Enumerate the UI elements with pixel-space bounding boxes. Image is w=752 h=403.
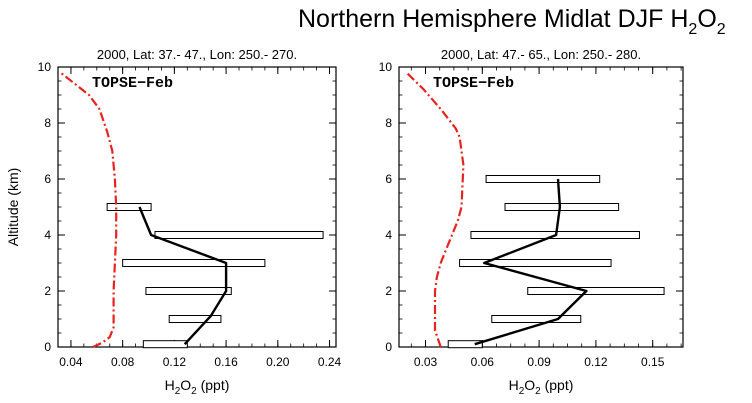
x-tick-label: 0.09 (527, 355, 551, 369)
obs-range-box (168, 315, 222, 323)
x-tick-label: 0.12 (584, 355, 608, 369)
y-tick-label: 6 (385, 172, 392, 186)
obs-mean-line (474, 178, 588, 346)
y-tick-label: 6 (44, 172, 51, 186)
obs-range-box (142, 340, 188, 349)
obs-range-box (504, 203, 620, 211)
y-tick-label: 8 (44, 116, 51, 130)
obs-range-box (527, 287, 665, 295)
obs-range-box (145, 287, 232, 295)
x-tick-label: 0.12 (163, 355, 187, 369)
x-tick-label: 0.20 (266, 355, 290, 369)
model-line (59, 71, 118, 348)
panel-subtitle: 2000, Lat: 47.- 65., Lon: 250.- 280. (441, 47, 641, 62)
x-axis-label: H2O2 (ppt) (509, 377, 574, 397)
y-tick-label: 2 (44, 284, 51, 298)
obs-range-box (106, 203, 152, 211)
obs-range-box (122, 259, 266, 267)
obs-range-box (459, 259, 612, 267)
x-axis-label: H2O2 (ppt) (165, 377, 230, 397)
obs-range-box (491, 315, 582, 323)
y-tick-label: 2 (385, 284, 392, 298)
x-tick-label: 0.16 (214, 355, 238, 369)
x-tick-label: 0.06 (471, 355, 495, 369)
y-tick-label: 4 (385, 228, 392, 242)
panel-subtitle: 2000, Lat: 37.- 47., Lon: 250.- 270. (97, 47, 297, 62)
y-tick-label: 10 (38, 60, 52, 74)
x-tick-label: 0.03 (414, 355, 438, 369)
y-tick-label: 4 (44, 228, 51, 242)
y-tick-label: 0 (44, 340, 51, 354)
obs-range-box (485, 175, 601, 183)
obs-mean-line (138, 206, 228, 346)
campaign-label: TOPSE−Feb (92, 75, 173, 92)
y-tick-label: 0 (385, 340, 392, 354)
campaign-label: TOPSE−Feb (433, 75, 514, 92)
model-line (405, 71, 465, 348)
figure-title: Northern Hemisphere Midlat DJF H2O2 (298, 5, 726, 38)
y-tick-label: 8 (385, 116, 392, 130)
obs-range-box (447, 340, 483, 349)
x-tick-label: 0.24 (318, 355, 342, 369)
x-tick-label: 0.08 (111, 355, 135, 369)
obs-range-box (154, 231, 324, 239)
panel-right: 2000, Lat: 47.- 65., Lon: 250.- 280. 0.03… (379, 47, 684, 397)
y-axis-label: Altitude (km) (5, 168, 21, 247)
y-tick-label: 10 (379, 60, 393, 74)
panel-left: 2000, Lat: 37.- 47., Lon: 250.- 270. 0.04… (5, 47, 342, 397)
x-tick-label: 0.15 (641, 355, 665, 369)
x-tick-label: 0.04 (59, 355, 83, 369)
